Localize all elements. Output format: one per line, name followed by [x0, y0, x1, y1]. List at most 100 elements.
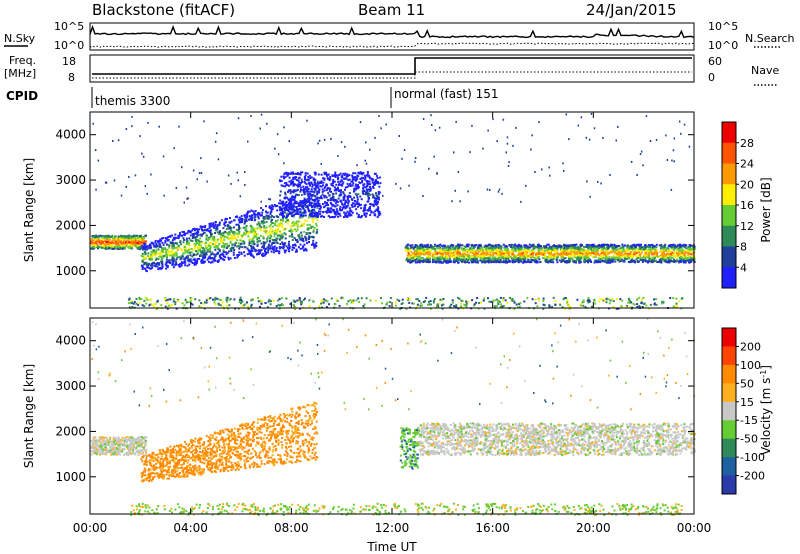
power-cell [123, 244, 126, 247]
power-cell [418, 249, 421, 252]
power-cell [262, 216, 265, 218]
power-cell [289, 212, 292, 215]
power-cell [582, 250, 585, 253]
power-cell [494, 247, 497, 249]
power-cell [679, 247, 682, 250]
power-cell [638, 248, 641, 251]
power-cell [544, 258, 547, 261]
power-cell [227, 232, 229, 234]
power-cell [322, 177, 324, 180]
power-cell [451, 248, 454, 251]
power-cell [690, 257, 693, 260]
power-cell [364, 206, 367, 209]
power-cell [269, 220, 272, 223]
power-cell [485, 245, 488, 247]
power-cell [297, 246, 300, 249]
power-cell [285, 200, 288, 203]
power-cell [513, 254, 516, 257]
power-cell [486, 253, 489, 256]
power-cell [240, 253, 243, 255]
power-cell [565, 253, 568, 256]
power-cell [196, 233, 199, 235]
power-cell [685, 244, 688, 247]
power-cell [348, 174, 351, 177]
power-cell [451, 256, 454, 259]
power-cell [644, 244, 647, 246]
power-cell [247, 232, 250, 235]
power-cell [210, 225, 213, 228]
power-cell [155, 252, 158, 255]
power-cell [286, 203, 289, 206]
power-cell [425, 247, 428, 250]
power-cell [238, 245, 241, 248]
power-cell [613, 246, 616, 249]
power-cell [532, 247, 535, 250]
power-cell [146, 266, 149, 269]
power-cell [410, 246, 413, 249]
power-cell [683, 244, 685, 247]
power-cell [144, 252, 147, 255]
power-cell [265, 211, 268, 214]
power-cell [638, 254, 641, 256]
power-cell [625, 258, 628, 260]
power-cell [151, 262, 153, 265]
power-cell [422, 248, 425, 251]
power-cell [630, 258, 633, 261]
power-cell [142, 241, 145, 244]
power-cell [111, 239, 114, 242]
power-cell [98, 235, 100, 238]
power-cell [174, 264, 177, 267]
power-cell [302, 206, 305, 209]
freq-right-tick-top: 60 [708, 55, 722, 68]
power-cell [188, 258, 190, 261]
power-cell [224, 251, 227, 254]
power-cell [516, 258, 519, 261]
power-cell [520, 250, 523, 253]
power-cell [141, 265, 144, 268]
power-cell [686, 257, 689, 260]
power-cell [631, 248, 634, 251]
power-cell [100, 236, 103, 239]
power-cell [202, 255, 204, 258]
power-cell [307, 194, 310, 197]
power-cell [118, 245, 121, 248]
power-cell [185, 237, 188, 240]
power-cell [483, 254, 486, 257]
power-cell [441, 247, 444, 250]
power-cell [269, 245, 272, 248]
power-cell [470, 261, 473, 264]
power-cell [555, 245, 558, 248]
power-cell [648, 246, 651, 249]
power-cell [487, 247, 490, 250]
power-cell [562, 248, 565, 250]
power-cell [157, 268, 160, 271]
power-cell [210, 253, 213, 256]
power-cell [164, 239, 167, 242]
power-cell [456, 251, 459, 254]
power-cell [439, 255, 442, 258]
power-cell [140, 243, 143, 246]
power-cell [296, 194, 299, 196]
power-cell [495, 260, 498, 262]
power-cell [422, 250, 425, 253]
power-cell [307, 208, 310, 211]
power-cell [592, 252, 595, 255]
power-cell [167, 244, 170, 247]
power-cell [136, 242, 139, 244]
power-cell [204, 255, 207, 258]
power-cell [250, 231, 253, 234]
power-cell [485, 258, 488, 261]
power-cell [212, 243, 214, 245]
power-cell [157, 252, 160, 255]
power-cell [167, 253, 170, 256]
power-cell [679, 249, 682, 252]
power-cell [417, 251, 420, 254]
power-cell [258, 227, 261, 230]
power-cell [675, 260, 678, 262]
power-cell [257, 249, 260, 252]
power-cell [680, 246, 683, 249]
power-cell [515, 244, 518, 247]
power-cell [264, 217, 267, 220]
power-cell [234, 244, 236, 247]
power-cell [173, 236, 176, 239]
